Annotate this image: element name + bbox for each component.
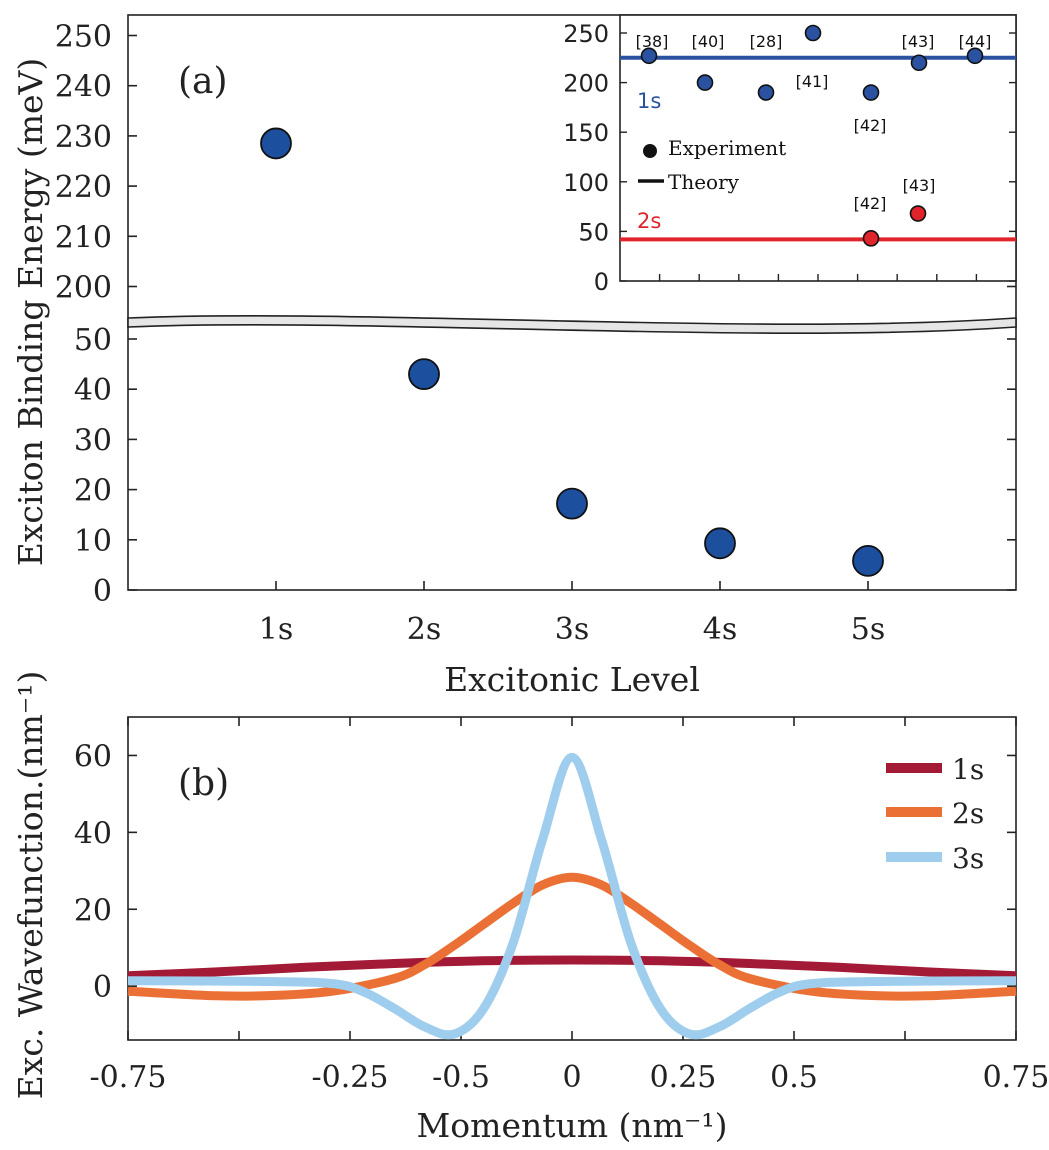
y-tick-label: 0	[93, 970, 112, 1005]
ref-label-28: [28]	[750, 32, 783, 51]
inset-y-tick-label: 0	[594, 268, 609, 296]
inset-ticks: 0 50 100 150 200 250	[563, 20, 1016, 296]
y-tick-label: 20	[74, 474, 112, 509]
legend-experiment-label: Experiment	[668, 136, 786, 160]
y-tick-label: 200	[55, 271, 112, 306]
panel-a-ticks: 0 10 20 30 40 50 200 210 220 230 240 250 1s 2s 3s 4s 5s	[55, 20, 1016, 647]
ref-label-40: [40]	[692, 32, 725, 51]
x-tick-label: -0.25	[312, 1060, 389, 1095]
inset-1s-point	[910, 54, 928, 72]
inset-1s-point	[966, 47, 984, 65]
inset-2s-point	[909, 205, 927, 222]
legend-1s-label: 1s	[952, 753, 984, 786]
inset-y-tick-label: 100	[563, 169, 609, 197]
y-tick-label: 220	[55, 170, 112, 205]
y-tick-label: 10	[74, 524, 112, 559]
panel-b-xlabel: Momentum (nm⁻¹)	[417, 1106, 728, 1145]
inset-1s-point	[696, 74, 714, 91]
wave-ylabel: Exc. Wavefunction.(nm⁻¹)	[11, 671, 50, 1100]
series-line-2s	[127, 872, 1017, 1001]
y-tick-label: 30	[74, 423, 112, 458]
x-tick-label: -0.75	[90, 1060, 167, 1095]
x-tick-label: 0	[562, 1060, 581, 1095]
x-tick-label: 0.5	[770, 1060, 818, 1095]
inset-y-tick-label: 150	[563, 119, 609, 147]
y-tick-label: 210	[55, 220, 112, 255]
inset-y-tick-label: 250	[563, 20, 609, 48]
inset-points	[640, 24, 984, 247]
inset-1s-point	[862, 84, 880, 101]
inset-1s-point	[640, 47, 658, 65]
data-point-4s	[704, 527, 736, 560]
panel-b-label: (b)	[178, 763, 229, 804]
data-point-3s	[556, 487, 588, 520]
series-line-3s	[127, 752, 1017, 1040]
ref-label-38: [38]	[636, 32, 669, 51]
y-tick-label: 20	[74, 893, 112, 928]
y-tick-label: 230	[55, 120, 112, 155]
x-tick-label: 5s	[851, 612, 885, 647]
x-tick-label: 3s	[555, 612, 589, 647]
data-point-1s	[260, 127, 292, 160]
ref-label-41: [41]	[796, 72, 829, 91]
x-tick-label: 0.75	[983, 1060, 1049, 1095]
y-tick-label: 250	[55, 20, 112, 55]
panel-b-lines	[127, 752, 1017, 1040]
series-line-1s	[127, 955, 1017, 981]
legend-3s-label: 3s	[952, 842, 984, 875]
y-tick-label: 0	[93, 574, 112, 609]
inset-1s-point	[757, 84, 775, 101]
panel-a-xlabel: Excitonic Level	[444, 660, 700, 699]
panel-b-legend: 1s 2s 3s	[886, 753, 984, 875]
data-point-5s	[852, 544, 884, 577]
x-tick-label: -0.5	[432, 1060, 490, 1095]
y-tick-label: 240	[55, 70, 112, 105]
legend-experiment-marker	[643, 144, 657, 158]
inset-y-tick-label: 50	[578, 218, 609, 246]
x-tick-label: 4s	[703, 612, 737, 647]
ref-label-42-1s: [42]	[854, 116, 887, 135]
inset-label-2s: 2s	[637, 209, 661, 233]
panel-a-points	[260, 127, 884, 577]
x-tick-label: 0.25	[650, 1060, 717, 1095]
y-tick-label: 50	[74, 323, 112, 358]
y-tick-label: 40	[74, 816, 112, 851]
legend-theory-label: Theory	[668, 170, 740, 194]
y-tick-label: 40	[74, 373, 112, 408]
ref-label-42-2s: [42]	[854, 194, 887, 213]
legend-2s-label: 2s	[952, 797, 984, 830]
inset-1s-point	[804, 24, 822, 42]
inset-y-tick-label: 200	[563, 70, 609, 98]
axis-break	[127, 314, 1017, 334]
ref-label-44: [44]	[959, 32, 992, 51]
main-ylabel: Exciton Binding Energy (meV)	[11, 58, 50, 567]
data-point-2s	[408, 358, 440, 391]
panel-a-label: (a)	[178, 61, 228, 102]
x-tick-label: 1s	[259, 612, 293, 647]
ref-label-43-2s: [43]	[903, 176, 936, 195]
panel-b-ticks: 0 20 40 60 -0.75 -0.25 -0.5 0 0.25 0.5 0.75	[74, 717, 1049, 1095]
x-tick-label: 2s	[407, 612, 441, 647]
inset-2s-point	[862, 230, 880, 247]
ref-label-43-1s: [43]	[902, 32, 935, 51]
y-tick-label: 60	[74, 739, 112, 774]
inset-label-1s: 1s	[637, 89, 661, 113]
panel-b: 0 20 40 60 -0.75 -0.25 -0.5 0 0.25 0.5 0.75 (b) Mo…	[74, 716, 1049, 1145]
